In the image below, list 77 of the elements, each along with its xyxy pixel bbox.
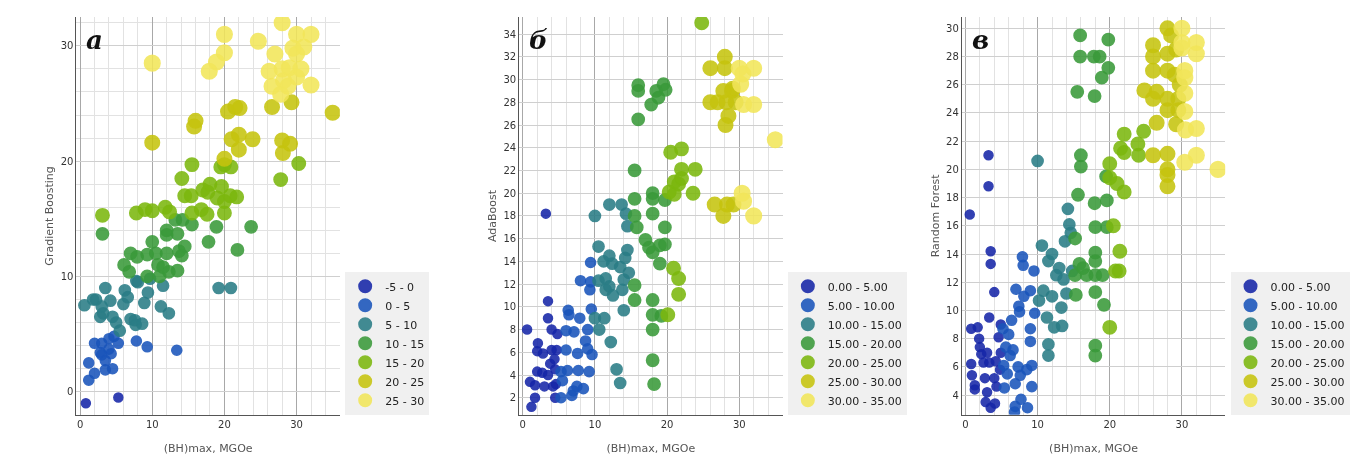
y-tick-label: 18 [503,210,517,222]
legend-label: 5 - 10 [385,318,418,332]
legend-label: -5 - 0 [385,280,415,294]
x-tick-label: 30 [732,418,746,430]
legend-label: 0 - 5 [385,299,411,313]
y-tick-label: 12 [503,278,517,290]
x-tick-label: 0 [962,418,969,430]
y-tick-label: 12 [946,276,959,288]
legend-label: 10.00 - 15.00 [1270,318,1345,332]
y-tick-label: 34 [503,28,517,40]
y-tick-label: 16 [946,220,959,232]
chart-title: в [972,25,990,55]
y-tick-label: 26 [946,79,959,91]
x-axis-title: (BH)max, MGOe [1049,442,1139,455]
y-tick-label: 20 [946,163,959,175]
legend-label: 10 - 15 [385,337,425,351]
x-tick-label: 0 [519,418,526,430]
y-tick-label: 26 [503,119,517,131]
y-axis-title: Gradient Boosting [43,166,57,266]
y-tick-label: 20 [60,155,74,167]
legend-label: 15.00 - 20.00 [827,337,902,351]
x-axis-title: (BH)max, MGOe [163,442,253,455]
x-tick-label: 0 [76,418,84,430]
legend-label: 25.00 - 30.00 [1270,375,1345,389]
x-tick-label: 10 [588,418,602,430]
x-tick-label: 30 [290,418,303,430]
legend-label: 10.00 - 15.00 [827,318,902,332]
x-tick-label: 20 [660,418,674,430]
legend-label: 25.00 - 30.00 [827,375,902,389]
x-tick-label: 20 [218,418,231,430]
y-tick-label: 28 [503,96,517,108]
legend-label: 30.00 - 35.00 [827,394,902,408]
y-tick-label: 14 [946,248,959,260]
y-tick-label: 10 [60,270,74,282]
y-tick-label: 30 [946,22,959,34]
chart-title: а [86,25,103,55]
x-tick-label: 10 [1031,418,1044,430]
legend-label: 20.00 - 25.00 [1270,356,1345,370]
y-tick-label: 4 [509,369,517,381]
y-tick-label: 10 [503,301,517,313]
y-tick-label: 28 [946,51,959,63]
legend-label: 15 - 20 [385,356,425,370]
legend-label: 5.00 - 10.00 [1270,299,1338,313]
legend-label: 15.00 - 20.00 [1270,337,1345,351]
legend-label: 30.00 - 35.00 [1270,394,1345,408]
y-tick-label: 22 [503,164,517,176]
y-tick-label: 24 [503,142,517,154]
y-tick-label: 18 [946,192,959,204]
y-tick-label: 10 [946,304,959,316]
x-tick-label: 10 [145,418,159,430]
y-tick-label: 8 [952,333,959,345]
y-tick-label: 22 [946,135,959,147]
y-tick-label: 0 [67,386,74,398]
y-tick-label: 2 [509,392,517,404]
legend-label: 20 - 25 [385,375,425,389]
y-tick-label: 20 [503,187,517,199]
y-tick-label: 4 [952,389,959,401]
legend-label: 5.00 - 10.00 [827,299,895,313]
x-tick-label: 20 [1103,418,1117,430]
y-tick-label: 8 [509,324,517,336]
legend-label: 20.00 - 25.00 [827,356,902,370]
y-tick-label: 6 [509,346,517,358]
y-tick-label: 14 [503,255,517,267]
y-tick-label: 24 [946,107,959,119]
chart-title: б [529,25,548,55]
legend-label: 0.00 - 5.00 [1270,280,1331,294]
y-axis-title: AdaBoost [486,189,500,242]
legend-label: 25 - 30 [385,394,425,408]
y-axis-title: Random Forest [928,173,942,258]
y-tick-label: 30 [503,74,517,86]
y-tick-label: 32 [503,51,517,63]
x-axis-title: (BH)max, MGOe [606,442,696,455]
legend-label: 0.00 - 5.00 [827,280,888,294]
x-tick-label: 30 [1175,418,1189,430]
y-tick-label: 16 [503,233,517,245]
y-tick-label: 6 [952,361,959,373]
y-tick-label: 30 [60,40,74,52]
